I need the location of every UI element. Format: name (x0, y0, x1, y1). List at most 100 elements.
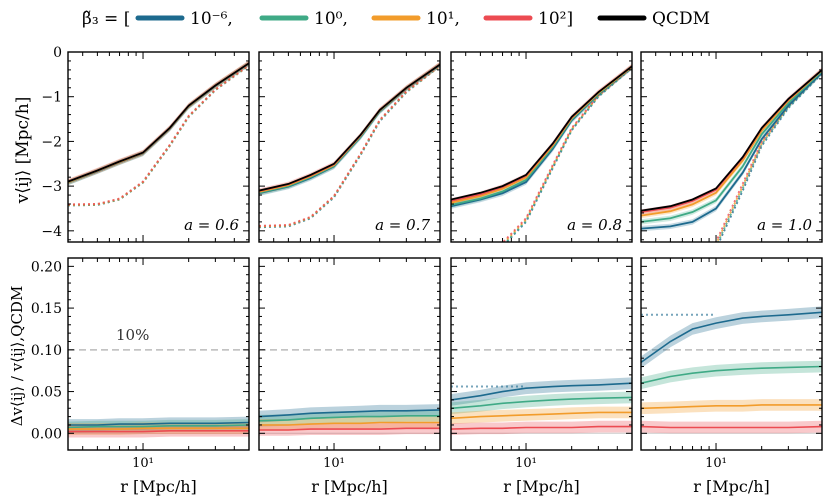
ratio-line-1 (68, 424, 249, 429)
velocity-band-3 (259, 61, 440, 194)
bottom-panel-2-plot (451, 349, 632, 435)
x-axis-label: r [Mpc/h] (503, 477, 580, 496)
velocity-band-3 (451, 63, 632, 204)
ratio-line-1 (641, 365, 822, 384)
bottom-panel-0-frame (67, 257, 250, 451)
bottom-row-ylabel: Δv⟨ij⟩ / v⟨ij⟩,QCDM (8, 286, 26, 427)
top-panel-1-plot (259, 61, 440, 229)
linear-prediction-1 (68, 64, 249, 207)
velocity-band-3 (641, 67, 822, 215)
ratio-line-2 (68, 427, 249, 430)
x-axis-label: r [Mpc/h] (311, 477, 388, 496)
linear-prediction-1 (504, 66, 632, 242)
ratio-line-1 (259, 415, 440, 422)
velocity-band-2 (641, 67, 822, 219)
ratio-line-0 (451, 382, 632, 401)
ten-percent-label: 10% (116, 326, 149, 344)
ratio-line-3 (641, 425, 822, 429)
ratio-band-2 (451, 406, 632, 425)
qcdm-line (259, 63, 440, 192)
y-tick-label-bottom: 0.10 (31, 343, 62, 359)
ratio-line-2 (641, 404, 822, 410)
scale-factor-label: a = 1.0 (757, 216, 812, 234)
velocity-band-0 (259, 62, 440, 196)
y-tick-label-top: −1 (41, 90, 62, 106)
scale-factor-label: a = 0.7 (375, 216, 430, 234)
y-tick-label-bottom: 0.05 (31, 385, 62, 401)
y-tick-label-top: −3 (41, 179, 62, 195)
top-panel-3-plot (641, 67, 822, 242)
bottom-panel-3-plot (641, 306, 822, 434)
legend-prefix: β̃₃ = [ (82, 9, 130, 29)
x-axis-label: r [Mpc/h] (693, 477, 770, 496)
bottom-panel-0-plot (68, 349, 249, 438)
qcdm-line (68, 62, 249, 183)
top-panel-2-plot (451, 63, 632, 242)
ratio-line-0 (259, 409, 440, 418)
velocity-band-1 (259, 62, 440, 196)
velocity-line-1 (641, 70, 822, 223)
x-tick-label: 10¹ (515, 456, 537, 471)
scale-factor-label: a = 0.8 (567, 216, 622, 234)
legend-label-1: 10⁰, (314, 9, 348, 29)
ratio-line-0 (68, 421, 249, 426)
y-tick-label-top: 0 (53, 45, 62, 61)
ratio-line-2 (451, 411, 632, 420)
velocity-line-2 (641, 69, 822, 217)
x-axis-label: r [Mpc/h] (120, 477, 197, 496)
panel-3: a = 1.0 10¹ r [Mpc/h] (641, 51, 822, 496)
top-panel-0-plot (68, 60, 249, 207)
linear-prediction-3 (68, 64, 249, 206)
linear-prediction-0 (505, 66, 632, 242)
y-tick-label-bottom: 0.20 (31, 259, 62, 275)
ratio-band-2 (641, 399, 822, 415)
qcdm-line (451, 65, 632, 201)
qcdm-line (641, 69, 822, 212)
y-tick-label-bottom: 0.15 (31, 301, 62, 317)
legend-label-3: 10²] (538, 9, 573, 29)
ratio-line-3 (68, 430, 249, 433)
bottom-panel-3-frame (640, 257, 823, 451)
ratio-line-3 (259, 427, 440, 431)
panel-2: a = 0.8 10¹ r [Mpc/h] (451, 51, 632, 496)
velocity-band-0 (68, 60, 249, 186)
ratio-band-0 (259, 404, 440, 423)
ratio-line-1 (451, 396, 632, 410)
y-tick-label-bottom: 0.00 (31, 426, 62, 442)
panel-0: 0 −1 −2 −3 −4 a = 0.6 0.00 0.05 0.10 0.15 0.20 10% 1… (31, 45, 249, 496)
legend-label-4: QCDM (652, 9, 710, 29)
velocity-band-2 (68, 60, 249, 185)
legend: β̃₃ = [ 10⁻⁶, 10⁰, 10¹, 10²] QCDM (82, 9, 710, 29)
legend-label-2: 10¹, (426, 9, 460, 29)
top-row-ylabel: v⟨ij⟩ [Mpc/h] (13, 97, 33, 205)
bottom-panel-2-frame (450, 257, 633, 451)
x-tick-label: 10¹ (132, 456, 154, 471)
velocity-line-0 (641, 71, 822, 230)
velocity-band-2 (259, 61, 440, 195)
ratio-line-0 (641, 311, 822, 363)
bottom-panel-1-plot (259, 349, 440, 436)
top-panel-2-frame (450, 51, 633, 243)
linear-prediction-3 (259, 64, 440, 227)
panel-1: a = 0.7 10¹ r [Mpc/h] (259, 51, 440, 496)
x-tick-label: 10¹ (705, 456, 727, 471)
ratio-band-1 (641, 360, 822, 390)
top-panel-1-frame (258, 51, 441, 243)
x-tick-label: 10¹ (323, 456, 345, 471)
ratio-band-1 (451, 391, 632, 415)
linear-prediction-0 (717, 72, 822, 242)
ratio-line-3 (451, 425, 632, 430)
top-panel-0-frame (67, 51, 250, 243)
y-tick-label-top: −2 (41, 134, 62, 150)
y-tick-label-top: −4 (41, 224, 62, 240)
bottom-panel-1-frame (258, 257, 441, 451)
top-panel-3-frame (640, 51, 823, 243)
velocity-band-1 (68, 60, 249, 186)
legend-label-0: 10⁻⁶, (190, 9, 233, 29)
velocity-band-3 (68, 60, 249, 185)
scale-factor-label: a = 0.6 (184, 216, 239, 234)
ratio-band-0 (641, 306, 822, 369)
ratio-line-2 (259, 421, 440, 426)
linear-prediction-1 (716, 72, 822, 242)
